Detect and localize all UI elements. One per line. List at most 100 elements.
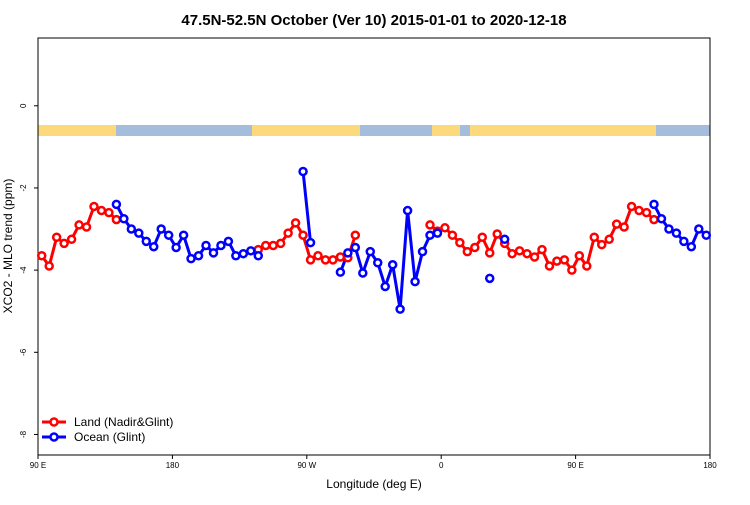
data-point — [492, 229, 502, 239]
data-point — [447, 230, 458, 240]
data-point — [44, 261, 54, 271]
data-point — [59, 238, 69, 249]
data-point — [246, 246, 256, 256]
legend-marker — [49, 432, 59, 442]
data-point — [380, 281, 390, 292]
data-point — [96, 205, 107, 216]
land-band — [252, 125, 360, 136]
data-point — [305, 255, 316, 265]
ocean-band — [38, 125, 710, 136]
data-point — [462, 246, 473, 257]
x-axis-label: Longitude (deg E) — [326, 477, 421, 491]
data-point — [559, 255, 570, 265]
data-point — [223, 236, 234, 247]
data-point — [290, 218, 301, 228]
data-point — [664, 224, 674, 234]
data-point — [350, 230, 361, 240]
data-point — [343, 248, 353, 258]
data-point — [51, 232, 62, 243]
surface-strip — [38, 125, 710, 136]
x-tick-label: 180 — [703, 461, 717, 470]
legend-label: Ocean (Glint) — [74, 430, 145, 444]
data-point — [350, 242, 361, 253]
chart-title: 47.5N-52.5N October (Ver 10) 2015-01-01 … — [181, 12, 566, 29]
data-point — [432, 228, 443, 238]
data-point — [470, 242, 480, 253]
data-point — [66, 234, 77, 245]
data-point — [365, 246, 376, 257]
land-band — [470, 125, 656, 136]
data-point — [275, 238, 286, 249]
data-point — [626, 201, 637, 212]
data-point — [111, 199, 122, 210]
data-point — [522, 248, 532, 259]
data-point — [253, 250, 264, 261]
data-point — [507, 248, 517, 259]
data-point — [320, 255, 331, 265]
data-point — [178, 230, 189, 240]
data-point — [104, 207, 114, 218]
data-point — [582, 261, 592, 271]
data-point — [328, 255, 338, 265]
data-point — [425, 220, 435, 230]
data-point — [268, 240, 278, 251]
data-point — [477, 232, 488, 243]
data-point — [111, 214, 122, 225]
data-point — [193, 250, 204, 261]
data-point — [567, 265, 577, 275]
data-point — [410, 276, 420, 287]
data-point — [298, 166, 308, 177]
x-tick-label: 0 — [439, 461, 444, 470]
data-point — [171, 242, 181, 253]
data-point — [484, 273, 495, 284]
data-point — [313, 250, 323, 261]
plot-frame — [37, 37, 711, 456]
y-tick-label: -6 — [19, 348, 28, 356]
x-tick-label: 90 E — [30, 461, 46, 470]
data-point — [81, 222, 92, 232]
data-point — [679, 236, 689, 247]
data-point — [641, 207, 652, 218]
data-point — [589, 232, 600, 243]
data-point — [335, 267, 346, 277]
data-point — [36, 250, 47, 261]
legend-marker — [49, 417, 59, 427]
data-point — [305, 237, 316, 248]
data-point — [686, 241, 697, 252]
data-point — [425, 230, 435, 240]
x-tick-label: 90 E — [567, 461, 583, 470]
data-point — [231, 250, 241, 261]
data-point — [283, 228, 293, 238]
series-line — [115, 171, 708, 310]
data-point — [134, 228, 144, 238]
data-point — [649, 199, 659, 210]
data-point — [335, 252, 346, 262]
data-point — [372, 257, 383, 268]
data-point — [604, 234, 614, 245]
land-band — [432, 125, 460, 136]
data-point — [201, 240, 211, 251]
data-point — [417, 246, 428, 257]
data-point — [260, 240, 271, 251]
y-axis-label: XCO2 - MLO trend (ppm) — [1, 179, 15, 314]
data-point — [216, 240, 226, 251]
data-point — [208, 248, 219, 258]
data-point — [529, 252, 540, 262]
data-point — [537, 244, 547, 255]
data-point — [574, 250, 585, 261]
data-point — [186, 253, 196, 264]
data-point — [552, 256, 562, 266]
data-point — [440, 223, 450, 233]
data-point — [694, 224, 704, 234]
data-point — [499, 234, 510, 245]
land-band — [38, 125, 116, 136]
data-point — [701, 230, 712, 240]
data-point — [119, 214, 129, 224]
legend-label: Land (Nadir&Glint) — [74, 415, 173, 429]
data-point — [148, 241, 159, 252]
data-point — [298, 230, 308, 240]
y-tick-label: -4 — [19, 266, 28, 274]
data-point — [126, 224, 137, 234]
data-point — [671, 228, 682, 238]
